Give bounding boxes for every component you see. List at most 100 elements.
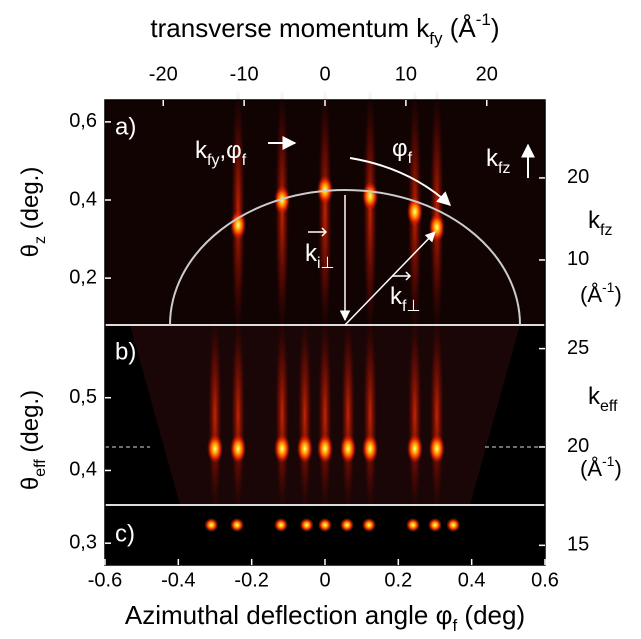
annotation-part: f (408, 150, 413, 167)
x-tick-label: 0 (319, 569, 330, 591)
y-axis-label: θeff (deg.) (17, 390, 48, 490)
y-tick-label: 0,4 (69, 459, 97, 481)
spot (274, 518, 288, 532)
annotation-part: f (242, 152, 247, 169)
annotation: ki⊥ (305, 240, 335, 271)
spot (317, 88, 333, 337)
y2-unit-part: ) (614, 456, 621, 481)
spot (362, 316, 378, 514)
y-axis-label-part: (deg.) (17, 390, 44, 459)
y-tick-label: 0,2 (69, 266, 97, 288)
spot-core (204, 518, 218, 532)
spot-core (362, 435, 378, 463)
panel-label: b) (115, 338, 136, 365)
y2-axis-label-part: k (588, 383, 601, 410)
annotation-part: fz (498, 160, 510, 177)
annotation: kfy,φf (195, 137, 247, 168)
spot (230, 518, 244, 532)
spot (446, 518, 460, 532)
top-axis-label-part: -1 (476, 10, 491, 29)
spot-core (300, 518, 314, 532)
x-tick-label: -0.2 (234, 569, 268, 591)
y2-axis-label: keff (588, 383, 618, 414)
streak (208, 316, 222, 514)
annotation-part: k (195, 137, 208, 164)
vector-sign (308, 227, 328, 237)
top-axis-label-part: ) (491, 13, 500, 43)
panel-label: c) (115, 520, 135, 547)
streak (297, 316, 312, 514)
spot (204, 518, 218, 532)
y2-unit-part: -1 (602, 279, 615, 295)
spot (300, 518, 314, 532)
y-axis-label-part: (deg.) (17, 167, 44, 236)
y-tick-label: 0,6 (69, 110, 97, 132)
spot-core (207, 435, 223, 463)
annotation-part: φ (392, 135, 408, 162)
spot-core (407, 435, 423, 463)
spot (207, 316, 223, 514)
vector-sign (392, 271, 412, 281)
arrow (349, 157, 452, 206)
y-axis-label: θz (deg.) (17, 167, 48, 258)
annotation: φf (392, 135, 413, 166)
spot (318, 518, 332, 532)
spot-core (429, 213, 445, 241)
spot-core (297, 435, 313, 463)
marks (204, 88, 460, 532)
spot-core (274, 518, 288, 532)
x2-tick-label: 10 (395, 63, 417, 85)
spot (362, 518, 376, 532)
y2-axis-label-part: fz (600, 222, 612, 239)
y-axis-label-part: θ (17, 244, 44, 257)
annotation: kf⊥ (390, 283, 420, 314)
x-tick-label: -0.6 (88, 569, 122, 591)
streak (407, 316, 422, 514)
y2-tick-label: 25 (567, 337, 589, 359)
x-axis-label-part: (deg) (457, 600, 525, 630)
spot-core (362, 182, 378, 210)
x-axis-label: Azimuthal deflection angle φf (deg) (125, 600, 525, 635)
top-axis-label-part: transverse momentum k (150, 13, 430, 43)
kf-vector (344, 231, 436, 326)
spot (317, 316, 333, 514)
y2-tick-label: 20 (567, 166, 589, 188)
spot (428, 518, 442, 532)
streak (429, 316, 444, 514)
x-tick-label: 0.4 (458, 569, 486, 591)
streak (318, 88, 332, 337)
y2-unit: (Å-1) (580, 453, 622, 481)
y2-tick-label: 15 (567, 534, 589, 556)
y-tick-label: 0,4 (69, 188, 97, 210)
annotation-part: fy (207, 152, 219, 169)
y2-unit-part: -1 (602, 453, 615, 469)
spot (406, 518, 420, 532)
annotation-part: f⊥ (402, 298, 420, 315)
spot (230, 316, 246, 514)
spot (274, 316, 290, 514)
x2-tick-label: -20 (149, 63, 178, 85)
annotation-part: k (390, 283, 403, 310)
spot-core (407, 198, 423, 226)
spot-core (340, 435, 356, 463)
spot-core (429, 435, 445, 463)
x-tick-label: 0.2 (384, 569, 412, 591)
top-axis-label: transverse momentum kfy (Å-1) (150, 10, 499, 48)
streak (429, 88, 444, 337)
annotation-part: ,φ (219, 137, 241, 164)
spot-core (446, 518, 460, 532)
y2-unit-part: (Å (580, 456, 602, 481)
y-axis-label-part: eff (32, 459, 49, 477)
ewald-circle (169, 189, 521, 326)
spot-core (340, 518, 354, 532)
x-axis-label-part: Azimuthal deflection angle φ (125, 600, 453, 630)
streak (275, 316, 290, 514)
annotation-part: k (305, 240, 318, 267)
y-tick-label: 0,3 (69, 531, 97, 553)
annotation-part: k (486, 145, 499, 172)
x2-tick-label: 20 (476, 63, 498, 85)
top-axis-label-part: fy (429, 29, 443, 48)
y-axis-label-part: z (32, 236, 49, 244)
annotation-part: i⊥ (317, 255, 335, 272)
spot (362, 88, 378, 337)
